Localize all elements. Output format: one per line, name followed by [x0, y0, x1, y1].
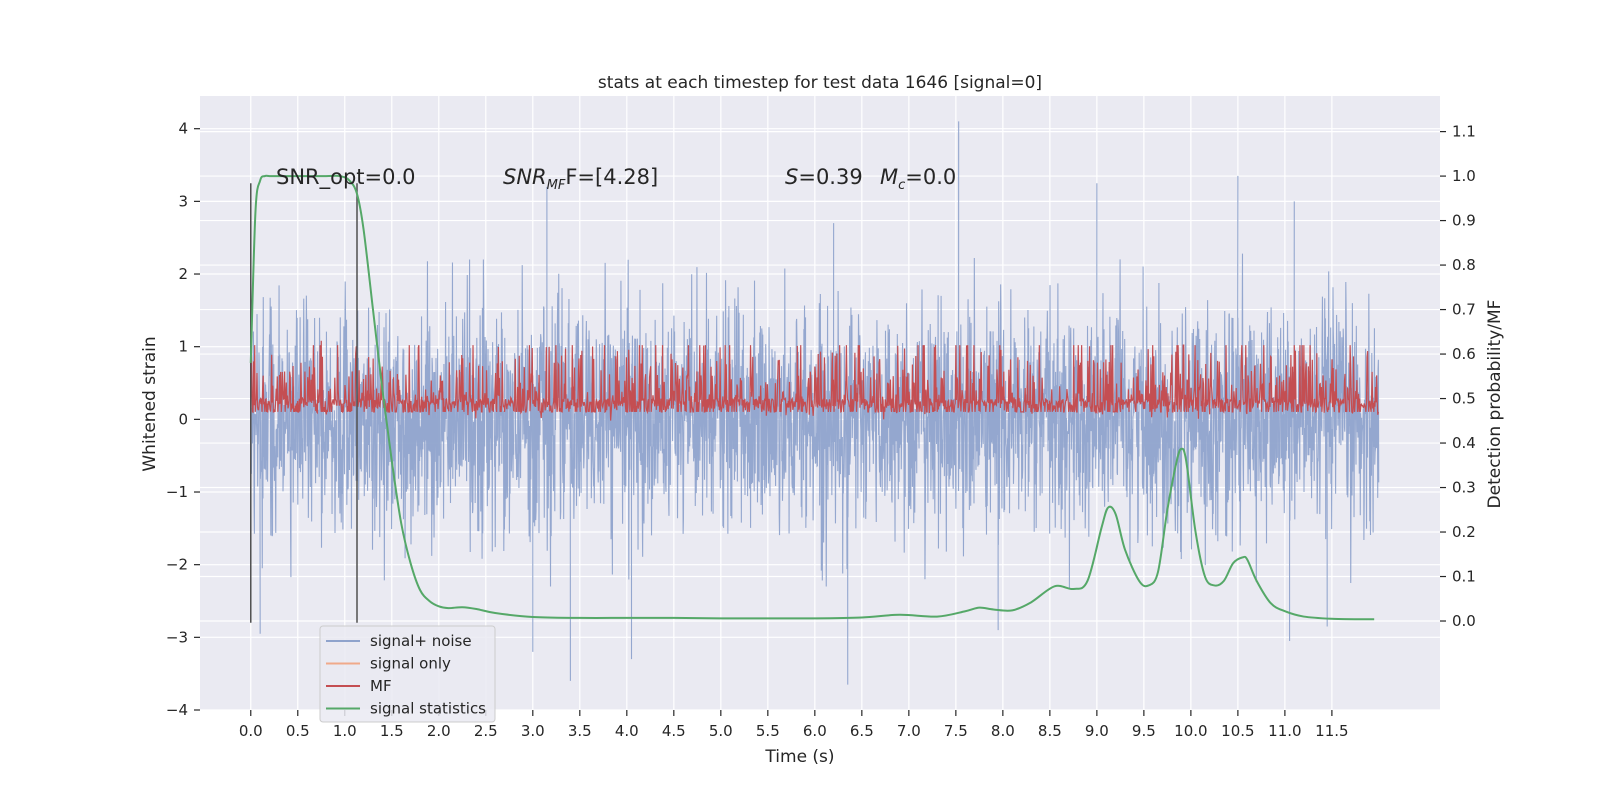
x-tick-label: 8.5: [1038, 722, 1062, 740]
legend-box: [319, 625, 496, 723]
y-tick-label-right: 0.8: [1452, 256, 1476, 274]
signal-statistics-line: [249, 174, 1375, 621]
legend-label: MF: [370, 677, 392, 695]
x-tick-label: 4.5: [662, 722, 686, 740]
x-tick-label: 11.0: [1268, 722, 1301, 740]
x-tick-label: 10.5: [1221, 722, 1254, 740]
y-tick-label-left: 4: [178, 120, 188, 138]
y-tick-label-right: 0.7: [1452, 301, 1476, 319]
legend: signal+ noise signal only MF signal statist…: [319, 625, 496, 723]
annotations: SNR_opt=0.0 SNRMFF=[4.28] S=0.39 Mc=0.0: [276, 165, 956, 193]
x-tick-label: 6.0: [803, 722, 827, 740]
x-tick-label: 10.0: [1174, 722, 1207, 740]
y-axis-label-left: Whitened strain: [140, 336, 160, 471]
legend-label: signal statistics: [370, 700, 486, 718]
annotation-snr-mf-rest: F=[4.28]: [565, 165, 658, 189]
y-tick-label-right: 0.6: [1452, 345, 1476, 363]
x-tick-label: 5.0: [709, 722, 733, 740]
annotation-mc-rest: =0.0: [905, 165, 956, 189]
y-tick-label-left: −2: [166, 556, 188, 574]
annotation-s: S=0.39: [785, 165, 863, 189]
axes: 0.0 0.5 1.0 1.5 2.0 2.5 3.0 3.5 4.0 4.5 5.0 5.5 6.0 6…: [166, 120, 1476, 740]
y-tick-label-left: 1: [178, 338, 188, 356]
y-tick-label-right: 0.4: [1452, 434, 1476, 452]
legend-label: signal+ noise: [370, 632, 472, 650]
chart-title: stats at each timestep for test data 164…: [598, 73, 1042, 93]
y-tick-label-right: 0.9: [1452, 212, 1476, 230]
y-tick-label-right: 0.2: [1452, 523, 1476, 541]
series-signal-statistics: [249, 174, 1375, 621]
annotation-snr-opt: SNR_opt=0.0: [276, 165, 416, 190]
annotation-mc: Mc=0.0: [880, 165, 956, 193]
x-tick-label: 0.5: [286, 722, 310, 740]
annotation-snr-mf-sub: MF: [547, 178, 566, 193]
x-tick-label: 3.0: [521, 722, 545, 740]
y-tick-label-left: 0: [178, 410, 188, 428]
annotation-snr-mf: SNRMFF=[4.28]: [503, 165, 658, 193]
x-tick-label: 11.5: [1315, 722, 1348, 740]
series-mf: [250, 340, 1379, 421]
y-tick-label-left: 2: [178, 265, 188, 283]
y-tick-label-right: 0.5: [1452, 390, 1476, 408]
x-tick-label: 9.0: [1085, 722, 1109, 740]
annotation-mc-sub: c: [898, 178, 905, 193]
y-tick-label-right: 0.3: [1452, 479, 1476, 497]
x-tick-label: 1.0: [333, 722, 357, 740]
x-tick-label: 8.0: [991, 722, 1015, 740]
x-tick-label: 1.5: [380, 722, 404, 740]
x-tick-label: 2.5: [474, 722, 498, 740]
y-tick-label-right: 1.0: [1452, 167, 1476, 185]
x-tick-label: 7.0: [897, 722, 921, 740]
x-tick-label: 6.5: [850, 722, 874, 740]
x-tick-label: 5.5: [756, 722, 780, 740]
y-axis-label-right: Detection probability/MF: [1485, 300, 1505, 509]
annotation-s-main: S: [785, 165, 798, 189]
y-tick-label-left: −3: [166, 628, 188, 646]
legend-label: signal only: [370, 655, 451, 673]
annotation-s-rest: =0.39: [798, 165, 862, 189]
y-tick-label-right: 0.1: [1452, 568, 1476, 586]
vertical-markers: [250, 183, 358, 623]
annotation-mc-main: M: [880, 165, 898, 189]
x-tick-label: 0.0: [239, 722, 263, 740]
annotation-snr-mf-main: SNR: [503, 165, 547, 189]
y-tick-label-right: 0.0: [1452, 612, 1476, 630]
y-tick-label-right: 1.1: [1452, 123, 1476, 141]
x-tick-label: 7.5: [944, 722, 968, 740]
x-tick-label: 3.5: [568, 722, 592, 740]
x-axis-label: Time (s): [764, 747, 834, 767]
y-tick-label-left: −4: [166, 701, 188, 719]
y-tick-label-left: −1: [166, 483, 188, 501]
x-tick-label: 9.5: [1132, 722, 1156, 740]
y-tick-label-left: 3: [178, 192, 188, 210]
x-tick-label: 4.0: [615, 722, 639, 740]
mf-line: [250, 340, 1379, 421]
x-tick-label: 2.0: [427, 722, 451, 740]
